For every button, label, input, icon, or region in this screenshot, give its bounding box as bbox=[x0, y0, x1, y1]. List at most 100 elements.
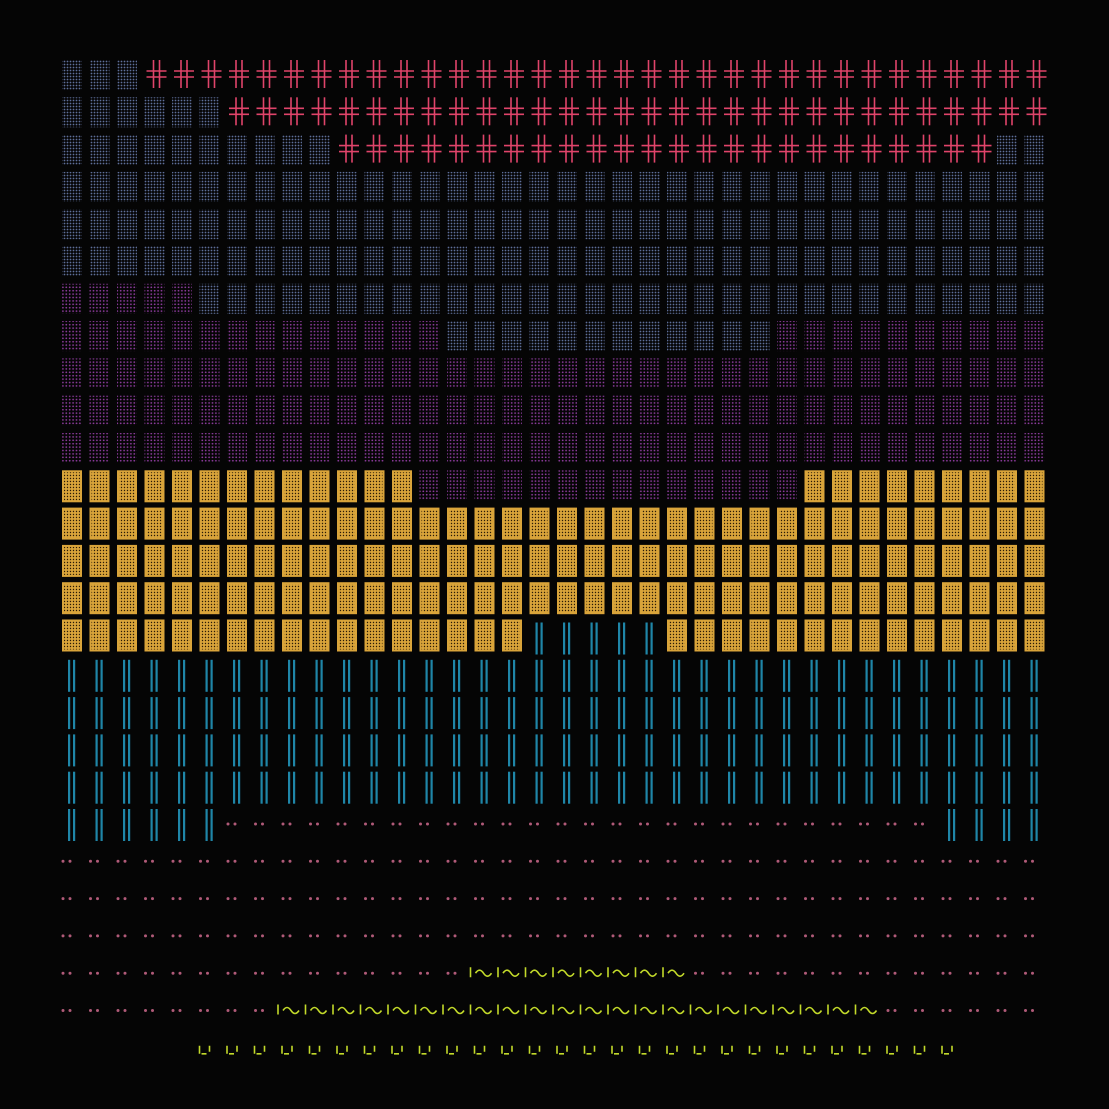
pink-dot bbox=[508, 934, 512, 938]
pink-dot bbox=[694, 934, 697, 938]
teal-bar-right bbox=[485, 771, 488, 804]
lime-wave-glyph bbox=[469, 967, 493, 978]
violet-dot-tile bbox=[969, 358, 990, 389]
lime-tick-glyph bbox=[418, 1045, 431, 1055]
teal-bar-right bbox=[128, 809, 131, 841]
violet-dot-tile bbox=[529, 395, 550, 426]
violet-dot-tile bbox=[227, 321, 247, 352]
pink-dot bbox=[948, 971, 952, 975]
gold-tile-texture bbox=[806, 621, 823, 650]
teal-bar-right bbox=[733, 697, 736, 730]
cross-glyph bbox=[586, 60, 607, 88]
pink-dot bbox=[1031, 897, 1034, 901]
slate-dot-tile bbox=[117, 209, 137, 240]
cross-glyph bbox=[999, 60, 1019, 88]
pink-dot bbox=[123, 897, 127, 901]
teal-bar-left bbox=[728, 771, 731, 804]
gold-tile-texture bbox=[339, 621, 355, 650]
gold-tile-texture bbox=[586, 546, 603, 575]
teal-bar-right bbox=[155, 734, 158, 767]
lime-tick-glyph bbox=[693, 1045, 706, 1055]
pink-dot bbox=[831, 934, 835, 938]
cross-glyph bbox=[806, 60, 827, 88]
pink-dot bbox=[804, 822, 807, 826]
teal-bar-right bbox=[100, 697, 103, 730]
pink-dot bbox=[969, 897, 972, 901]
pink-dot bbox=[584, 934, 587, 938]
violet-dot-tile bbox=[557, 470, 577, 501]
pink-dot bbox=[144, 971, 147, 975]
gold-tile-texture bbox=[779, 509, 795, 538]
pink-dot bbox=[96, 971, 99, 975]
pink-dot bbox=[1003, 934, 1007, 938]
teal-bar-right bbox=[430, 734, 433, 767]
teal-bar-right bbox=[210, 659, 213, 692]
violet-dot-tile bbox=[997, 358, 1017, 389]
slate-dot-tile bbox=[722, 171, 742, 202]
slate-dot-tile bbox=[337, 171, 357, 202]
slate-dot-tile bbox=[309, 134, 330, 165]
teal-bar-right bbox=[1035, 809, 1038, 841]
pink-dot bbox=[536, 934, 539, 938]
gold-tile-texture bbox=[146, 546, 163, 575]
lime-wave-glyph bbox=[607, 967, 630, 978]
gold-tile-texture bbox=[1026, 546, 1043, 575]
pink-dot bbox=[811, 822, 814, 826]
pink-dot bbox=[673, 822, 677, 826]
violet-dot-tile bbox=[62, 395, 82, 426]
pink-dot bbox=[776, 934, 780, 938]
lime-tick-glyph bbox=[556, 1045, 568, 1055]
gold-tile-texture bbox=[421, 509, 438, 538]
pink-dot bbox=[226, 1009, 230, 1012]
slate-dot-tile bbox=[282, 134, 302, 165]
pink-dot bbox=[178, 1009, 182, 1012]
teal-bar-left bbox=[810, 734, 813, 767]
violet-dot-tile bbox=[282, 433, 302, 463]
slate-dot-tile bbox=[227, 209, 247, 240]
pink-dot bbox=[646, 934, 649, 938]
slate-dot-tile bbox=[502, 321, 522, 352]
pink-dot bbox=[474, 934, 477, 938]
slate-dot-tile bbox=[1024, 246, 1045, 277]
slate-dot-tile bbox=[254, 246, 275, 277]
cross-glyph bbox=[229, 60, 249, 88]
violet-dot-tile bbox=[337, 321, 357, 352]
slate-dot-tile bbox=[639, 209, 660, 240]
gold-tile-texture bbox=[119, 584, 135, 613]
pink-dot bbox=[206, 859, 209, 863]
pink-dot bbox=[453, 859, 457, 863]
gold-tile-texture bbox=[889, 584, 905, 613]
slate-dot-tile bbox=[199, 97, 220, 128]
slate-dot-tile bbox=[337, 209, 357, 240]
pink-dot bbox=[776, 859, 780, 863]
cross-glyph bbox=[944, 97, 964, 126]
slate-dot-tile bbox=[997, 283, 1017, 314]
pink-dot bbox=[776, 822, 780, 826]
violet-dot-tile bbox=[694, 470, 715, 501]
cross-glyph bbox=[669, 97, 689, 126]
pink-dot bbox=[591, 897, 594, 901]
pink-dot bbox=[646, 822, 649, 826]
pink-dot bbox=[838, 971, 842, 975]
pink-dot bbox=[233, 1009, 237, 1012]
gold-tile-texture bbox=[284, 584, 300, 613]
teal-bar-right bbox=[650, 734, 653, 767]
slate-dot-tile bbox=[117, 246, 137, 277]
pink-dot bbox=[969, 934, 972, 938]
slate-dot-tile bbox=[199, 283, 220, 314]
gold-tile-texture bbox=[861, 546, 878, 575]
pink-dot bbox=[1031, 1009, 1034, 1012]
teal-bar-left bbox=[205, 809, 208, 841]
teal-bar-right bbox=[1035, 697, 1038, 730]
violet-dot-tile bbox=[199, 321, 220, 352]
pink-dot bbox=[233, 822, 237, 826]
pink-dot bbox=[701, 934, 704, 938]
gold-tile-texture bbox=[669, 546, 685, 575]
pink-dot bbox=[171, 897, 175, 901]
slate-dot-tile bbox=[969, 171, 990, 202]
pink-dot bbox=[261, 897, 264, 901]
gold-tile-texture bbox=[889, 546, 905, 575]
teal-bar-left bbox=[123, 734, 126, 767]
teal-bar-right bbox=[623, 734, 626, 767]
teal-bar-right bbox=[540, 659, 543, 692]
